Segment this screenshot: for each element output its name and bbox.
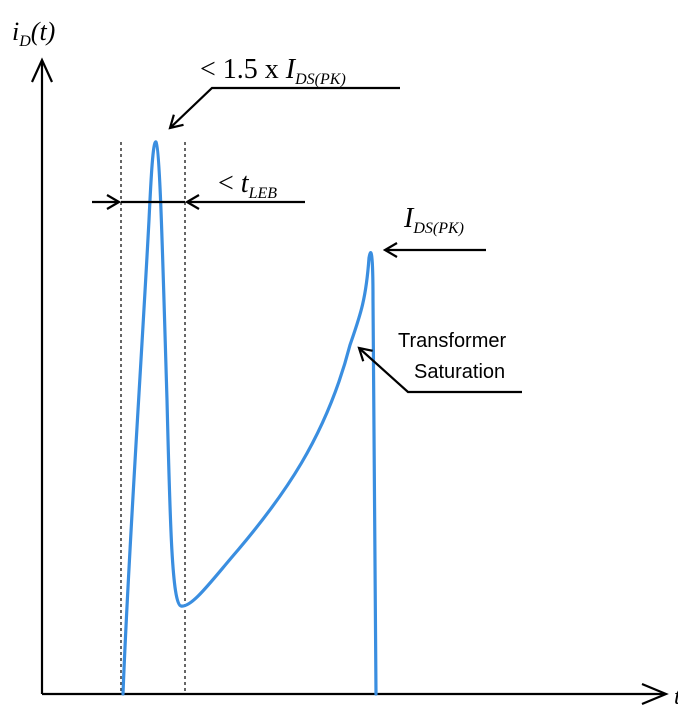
x-axis-arrowhead: [641, 682, 669, 705]
y-axis-arrowhead: [30, 57, 54, 83]
spike-limit-label: < 1.5 x IDS(PK): [200, 54, 346, 88]
saturation-label-line1: Transformer: [398, 330, 507, 352]
peak-current-label: IDS(PK): [403, 203, 464, 237]
saturation-label-line2: Saturation: [414, 361, 505, 383]
y-axis-label: iD(t): [12, 17, 55, 50]
x-axis-label: t: [674, 684, 678, 705]
spike-leader-line: [170, 86, 400, 128]
drain-current-waveform: [121, 140, 378, 696]
saturation-leader-line: [359, 348, 522, 394]
leading-edge-blanking-label: < tLEB: [218, 168, 277, 202]
